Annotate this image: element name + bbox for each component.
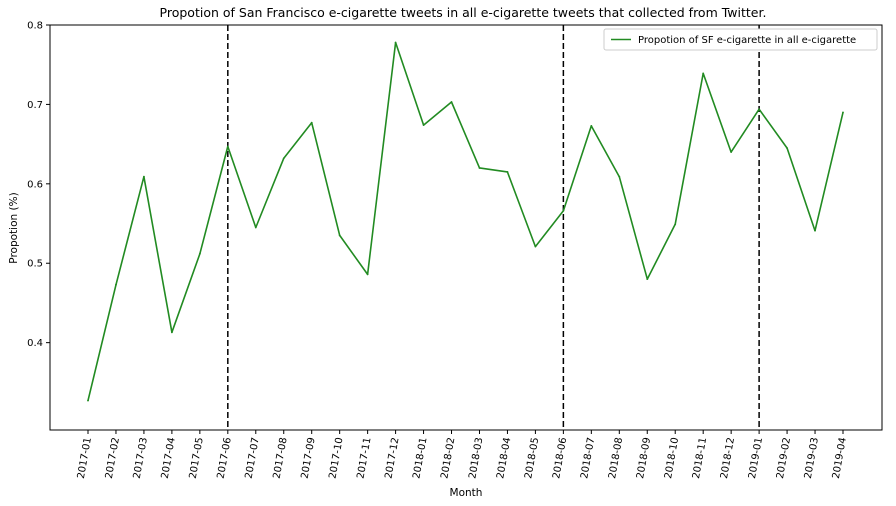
data-point bbox=[842, 111, 844, 114]
data-point bbox=[143, 175, 145, 178]
data-point bbox=[254, 226, 257, 229]
data-point bbox=[534, 245, 537, 248]
x-tick-label: 2018-05 bbox=[523, 437, 541, 480]
x-tick-label: 2019-03 bbox=[803, 437, 821, 480]
data-point bbox=[562, 209, 565, 212]
x-tick-label: 2018-09 bbox=[635, 437, 653, 480]
data-point bbox=[674, 223, 677, 226]
y-tick-label: 0.8 bbox=[27, 21, 43, 32]
x-tick-label: 2017-09 bbox=[300, 437, 318, 480]
axes-frame bbox=[49, 24, 883, 431]
x-tick-label: 2017-07 bbox=[244, 437, 262, 480]
legend: Propotion of SF e-cigarette in all e-cig… bbox=[603, 28, 878, 51]
x-tick-label: 2018-12 bbox=[719, 437, 737, 480]
legend-label: Propotion of SF e-cigarette in all e-cig… bbox=[638, 35, 856, 46]
legend-box bbox=[603, 28, 878, 51]
y-tick-label: 0.4 bbox=[27, 338, 43, 349]
data-point bbox=[226, 145, 229, 148]
data-point bbox=[758, 108, 761, 111]
data-point bbox=[310, 121, 313, 124]
y-tick-label: 0.6 bbox=[27, 179, 43, 190]
x-tick-label: 2018-01 bbox=[411, 437, 429, 480]
data-point bbox=[115, 283, 117, 286]
data-point bbox=[394, 41, 397, 44]
x-tick-label: 2018-03 bbox=[467, 437, 485, 480]
x-tick-label: 2017-11 bbox=[355, 437, 373, 480]
data-point bbox=[646, 278, 649, 281]
data-point bbox=[590, 124, 593, 127]
data-point bbox=[198, 252, 201, 255]
x-tick-label: 2018-02 bbox=[439, 437, 457, 480]
x-tick-label: 2019-02 bbox=[775, 437, 793, 480]
x-tick-label: 2017-06 bbox=[216, 437, 234, 480]
x-tick-label: 2017-03 bbox=[132, 437, 150, 480]
data-point bbox=[170, 331, 173, 334]
x-axis-label: Month bbox=[450, 487, 483, 499]
data-point bbox=[450, 101, 453, 103]
y-axis-label: Propotion (%) bbox=[8, 192, 20, 263]
data-point bbox=[366, 273, 369, 276]
x-tick-label: 2017-02 bbox=[104, 437, 122, 480]
plot-area: 0.4 0.5 0.6 0.7 0.8 2017-01 2017-02 2017-03 2017… bbox=[27, 21, 849, 480]
data-point bbox=[702, 72, 705, 75]
data-point bbox=[338, 234, 341, 237]
x-tick-label: 2018-07 bbox=[579, 437, 597, 480]
x-tick-label: 2017-10 bbox=[328, 437, 346, 480]
x-tick-label: 2018-10 bbox=[663, 437, 681, 480]
data-point bbox=[478, 167, 481, 169]
data-point bbox=[618, 175, 621, 178]
x-tick-label: 2017-05 bbox=[188, 437, 206, 480]
y-tick-label: 0.5 bbox=[27, 259, 43, 270]
chart-title: Propotion of San Francisco e-cigarette t… bbox=[160, 5, 767, 20]
x-tick-label: 2017-12 bbox=[383, 437, 401, 480]
x-tick-label: 2018-11 bbox=[691, 437, 709, 480]
x-tick-label: 2017-08 bbox=[272, 437, 290, 480]
x-tick-label: 2018-08 bbox=[607, 437, 625, 480]
series-line bbox=[87, 41, 844, 401]
data-point bbox=[730, 151, 733, 153]
x-tick-label: 2019-01 bbox=[747, 437, 765, 480]
x-tick-label: 2018-04 bbox=[495, 437, 513, 480]
y-tick-label: 0.7 bbox=[27, 100, 43, 111]
data-point bbox=[814, 229, 816, 232]
x-tick-label: 2019-04 bbox=[831, 437, 849, 480]
x-tick-label: 2018-06 bbox=[551, 437, 569, 480]
data-point bbox=[87, 399, 89, 402]
data-point bbox=[786, 147, 788, 149]
x-tick-label: 2017-01 bbox=[76, 437, 94, 480]
data-point bbox=[506, 171, 509, 173]
data-point bbox=[422, 124, 425, 126]
data-point bbox=[282, 157, 285, 160]
x-tick-label: 2017-04 bbox=[160, 437, 178, 480]
